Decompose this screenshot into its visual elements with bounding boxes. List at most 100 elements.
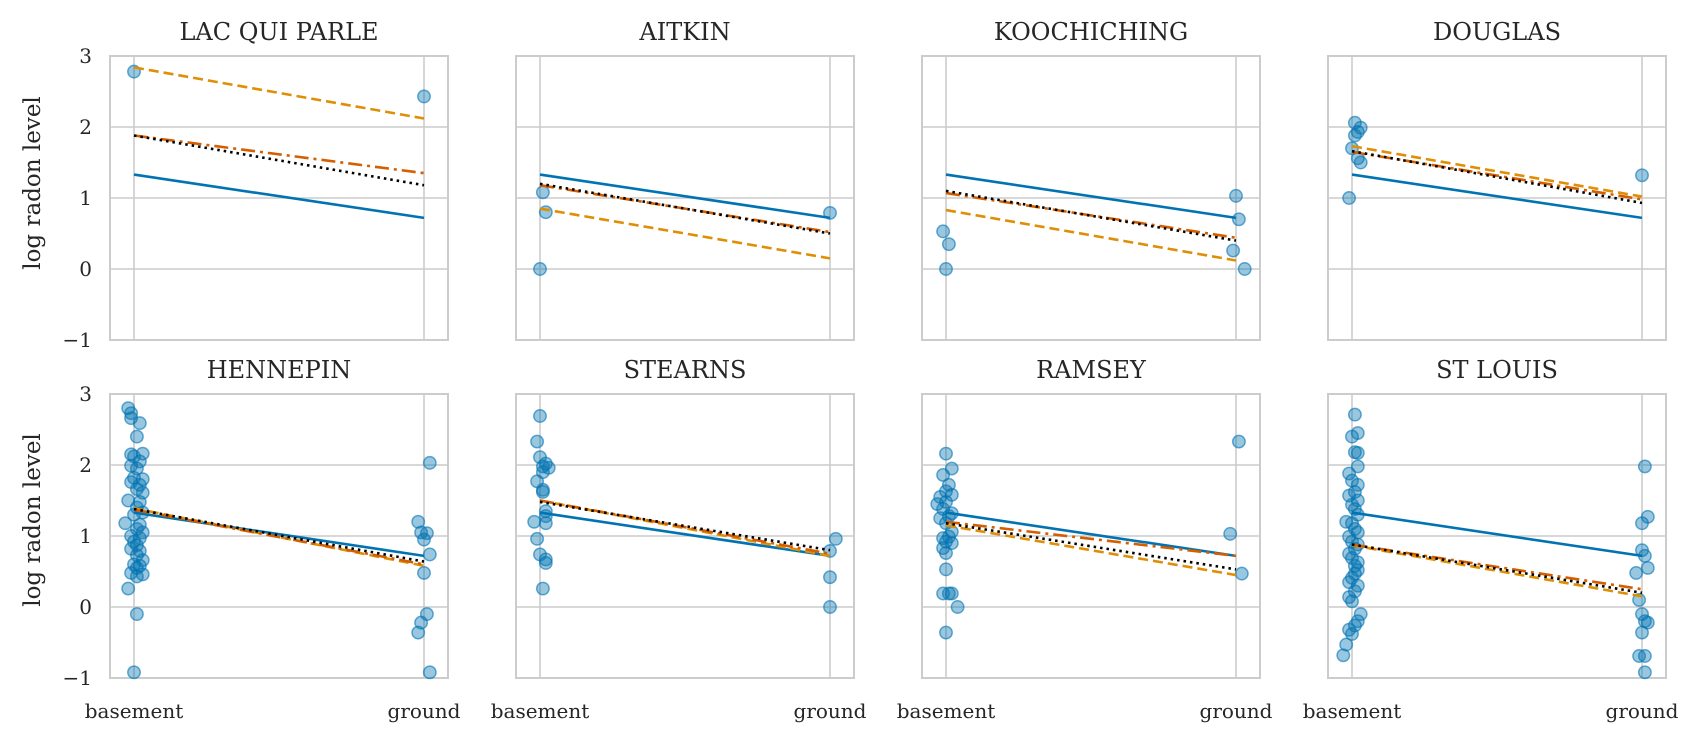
- data-point: [1350, 445, 1365, 460]
- y-tick-label: −1: [63, 328, 92, 352]
- data-point: [1231, 434, 1246, 449]
- data-point: [823, 600, 837, 614]
- data-point: [121, 581, 136, 596]
- panel-title: DOUGLAS: [1433, 18, 1561, 46]
- data-point: [939, 625, 953, 640]
- x-tick-label: ground: [794, 699, 867, 723]
- solid-fit-line: [133, 173, 425, 220]
- data-point: [1632, 649, 1647, 663]
- solid-fit-line: [1351, 173, 1643, 220]
- data-point: [538, 556, 553, 570]
- dashed-fit-line: [133, 66, 425, 120]
- data-point: [530, 531, 545, 546]
- data-point: [936, 224, 951, 239]
- dashdot-fit-line: [1351, 150, 1643, 201]
- panel-st-louis: ST LOUIS basement ground: [1303, 356, 1679, 723]
- data-point: [535, 185, 550, 200]
- data-point: [1632, 592, 1647, 607]
- solid-fit-line: [539, 173, 831, 220]
- data-point: [118, 516, 133, 531]
- data-point: [823, 205, 837, 220]
- dashed-fit-line: [539, 499, 831, 558]
- data-point: [1637, 459, 1652, 474]
- panel-koochiching: KOOCHICHING: [921, 18, 1261, 341]
- data-point: [535, 485, 550, 499]
- data-point: [939, 546, 953, 560]
- data-point: [939, 494, 953, 509]
- y-tick-label: 3: [79, 382, 92, 406]
- data-point: [1347, 407, 1362, 422]
- panel-title: LAC QUI PARLE: [179, 18, 378, 46]
- data-point: [939, 262, 953, 276]
- data-point: [422, 547, 437, 562]
- data-point: [823, 570, 837, 585]
- dashed-fit-line: [945, 208, 1237, 262]
- panel-frame: [1327, 55, 1667, 341]
- data-point: [417, 532, 431, 547]
- data-point: [1345, 627, 1359, 641]
- data-point: [1237, 262, 1252, 276]
- panel-frame: [515, 55, 855, 341]
- dashdot-fit-line: [133, 508, 425, 566]
- data-point: [1342, 191, 1357, 205]
- y-axis-label-bottom: log radon level: [20, 433, 46, 607]
- data-point: [941, 237, 956, 252]
- data-point: [132, 416, 147, 431]
- x-tick-label: basement: [897, 699, 996, 723]
- data-point: [129, 569, 144, 584]
- data-point: [538, 552, 553, 567]
- y-axis-label-top: log radon level: [20, 96, 46, 270]
- panel-ramsey: RAMSEY basement ground: [897, 356, 1273, 723]
- panel-title: KOOCHICHING: [994, 18, 1188, 46]
- data-point: [530, 434, 545, 449]
- panel-title: HENNEPIN: [207, 356, 352, 384]
- panel-title: RAMSEY: [1036, 356, 1147, 384]
- data-point: [538, 516, 553, 531]
- data-point: [1353, 607, 1368, 622]
- solid-fit-line: [539, 511, 831, 558]
- y-tick-label: 0: [79, 257, 92, 281]
- solid-fit-line: [945, 173, 1237, 220]
- data-point: [417, 89, 431, 104]
- dashed-fit-line: [1351, 144, 1643, 198]
- data-point: [1229, 188, 1243, 203]
- data-point: [411, 625, 426, 640]
- dashed-fit-line: [945, 524, 1237, 577]
- dashdot-fit-line: [945, 191, 1237, 240]
- x-tick-label: ground: [1200, 699, 1273, 723]
- dashed-fit-line: [539, 207, 831, 260]
- dashdot-fit-line: [539, 183, 831, 234]
- data-point: [1345, 429, 1359, 444]
- data-point: [535, 581, 550, 596]
- data-point: [127, 665, 141, 680]
- dotted-fit-line: [945, 521, 1237, 571]
- panel-frame: [1327, 393, 1667, 679]
- x-tick-label: ground: [1606, 699, 1679, 723]
- dashdot-fit-line: [945, 520, 1237, 558]
- data-point: [950, 600, 965, 614]
- data-point: [1339, 637, 1354, 652]
- data-point: [1635, 625, 1649, 640]
- data-point: [1629, 565, 1644, 580]
- x-tick-label: ground: [388, 699, 461, 723]
- panel-title: AITKIN: [638, 18, 730, 46]
- data-point: [1342, 466, 1357, 481]
- solid-fit-line: [133, 511, 425, 558]
- data-point: [944, 586, 959, 601]
- x-tick-label: basement: [1303, 699, 1402, 723]
- panel-frame: [515, 393, 855, 679]
- y-tick-label: −1: [63, 666, 92, 690]
- y-tick-label: 1: [79, 524, 92, 548]
- panel-title: ST LOUIS: [1436, 356, 1558, 384]
- panel-hennepin: HENNEPIN 3 2 1 0 −1 basement ground: [63, 356, 461, 723]
- data-point: [422, 665, 437, 680]
- data-point: [417, 565, 431, 580]
- y-tick-label: 2: [79, 453, 92, 477]
- dotted-fit-line: [1351, 543, 1643, 595]
- dashdot-fit-line: [133, 134, 425, 175]
- panel-douglas: DOUGLAS: [1327, 18, 1667, 341]
- panels: LAC QUI PARLE 3 2 1 0 −1 AITKIN KOOCHICHING DOUG…: [63, 18, 1679, 723]
- data-point: [1231, 212, 1246, 227]
- data-point: [1635, 516, 1649, 531]
